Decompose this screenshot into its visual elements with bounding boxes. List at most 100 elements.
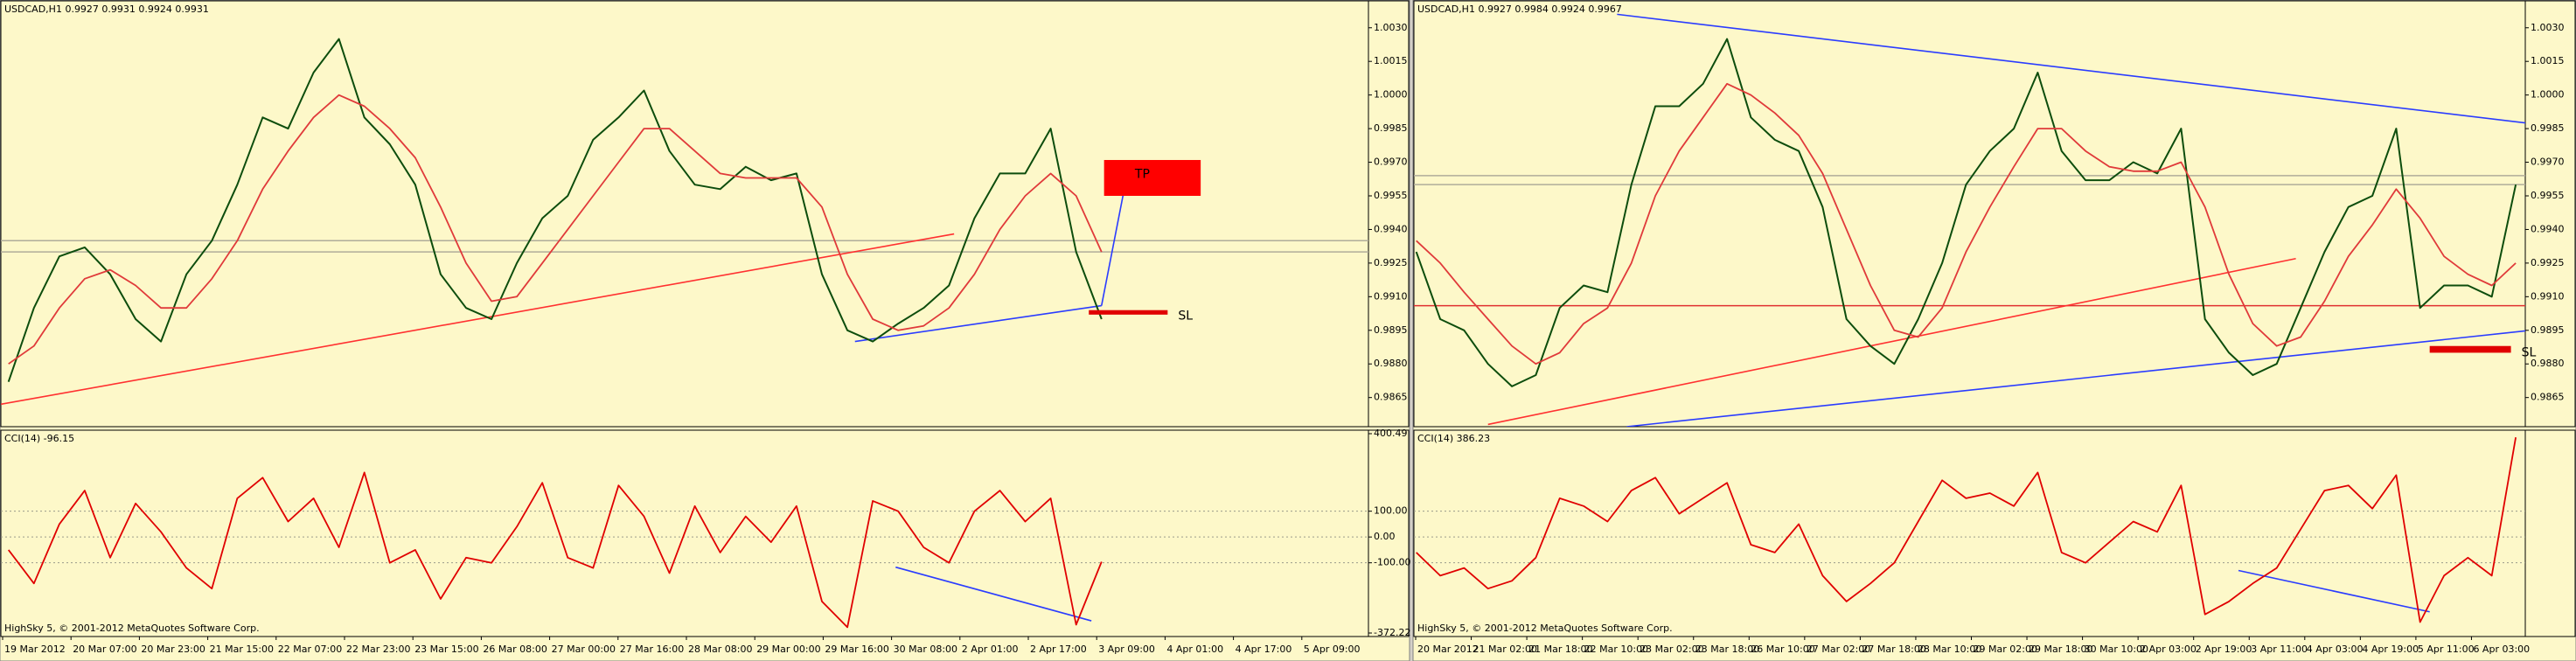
y-tick-label: 0.9880 <box>2531 358 2565 369</box>
y-tick-label: 0.9895 <box>2531 324 2565 336</box>
time-label: 2 Apr 01:00 <box>962 644 1019 655</box>
trend-line <box>1626 330 2525 427</box>
series-line <box>1415 38 2517 387</box>
y-tick-label: 0.9955 <box>2531 190 2565 201</box>
y-tick-label: 1.0015 <box>1374 55 1408 66</box>
y-tick-label: 0.9925 <box>2531 257 2565 268</box>
time-label: 22 Mar 07:00 <box>278 644 342 655</box>
time-label: 23 Mar 15:00 <box>414 644 478 655</box>
time-label: 4 Apr 03:00 <box>2307 644 2364 655</box>
time-label: 20 Mar 07:00 <box>73 644 136 655</box>
y-tick-label: 100.00 <box>1374 505 1408 517</box>
time-label: 5 Apr 09:00 <box>1304 644 1361 655</box>
trend-line <box>1 233 955 406</box>
time-label: 2 Apr 19:00 <box>2196 644 2252 655</box>
footer: HighSky 5, © 2001-2012 MetaQuotes Softwa… <box>4 623 260 634</box>
time-label: 30 Mar 10:00 <box>2085 644 2148 655</box>
y-tick-label: 0.9985 <box>1374 122 1408 134</box>
time-label: 27 Mar 00:00 <box>552 644 616 655</box>
trend-line <box>854 304 1102 343</box>
time-label: 29 Mar 02:00 <box>1974 644 2037 655</box>
time-label: 2 Apr 03:00 <box>2140 644 2197 655</box>
y-tick-label: 0.9955 <box>1374 190 1408 201</box>
y-tick-label: 1.0000 <box>2531 89 2565 101</box>
time-label: 21 Mar 15:00 <box>210 644 274 655</box>
zone-rect <box>1104 159 1201 196</box>
zone-label: TP <box>1134 167 1150 181</box>
series-line <box>8 94 1103 365</box>
time-label: 26 Mar 08:00 <box>483 644 547 655</box>
y-tick-label: 0.9910 <box>1374 290 1408 302</box>
time-label: 4 Apr 19:00 <box>2362 644 2419 655</box>
time-label: 20 Mar 2012 <box>1417 644 1479 655</box>
time-label: 22 Mar 23:00 <box>346 644 410 655</box>
y-tick-label: 1.0030 <box>2531 22 2565 33</box>
y-tick-label: 0.9985 <box>2531 122 2565 134</box>
zone-rect <box>2429 345 2511 353</box>
time-label: 30 Mar 08:00 <box>894 644 957 655</box>
right-window <box>1412 0 2576 661</box>
plot-area <box>1414 13 2525 427</box>
time-label: 2 Apr 17:00 <box>1030 644 1087 655</box>
plot-area <box>1 38 1368 406</box>
time-label: 27 Mar 18:00 <box>1862 644 1925 655</box>
time-label: 3 Apr 09:00 <box>1098 644 1155 655</box>
time-label: 29 Mar 18:00 <box>2029 644 2092 655</box>
y-tick-label: 0.9880 <box>1374 358 1408 369</box>
zone-label: SL <box>1178 309 1193 323</box>
time-label: 4 Apr 01:00 <box>1166 644 1223 655</box>
series-line <box>7 38 1103 383</box>
plot-area <box>1 471 1368 629</box>
time-label: 5 Apr 11:00 <box>2418 644 2475 655</box>
trend-line <box>2238 569 2430 613</box>
time-label: 4 Apr 17:00 <box>1236 644 1292 655</box>
time-label: 29 Mar 16:00 <box>825 644 888 655</box>
time-label: 27 Mar 16:00 <box>620 644 684 655</box>
y-tick-label: 0.9970 <box>2531 157 2565 168</box>
footer: HighSky 5, © 2001-2012 MetaQuotes Softwa… <box>1417 623 1673 634</box>
time-label: 19 Mar 2012 <box>4 644 66 655</box>
y-tick-label: 0.9940 <box>2531 223 2565 234</box>
left-window <box>0 0 1410 661</box>
pane-title: CCI(14) -96.15 <box>4 433 74 444</box>
zone-rect <box>1089 310 1168 315</box>
y-tick-label: -372.22 <box>1374 627 1410 638</box>
time-label: 27 Mar 02:00 <box>1807 644 1870 655</box>
pane-title: CCI(14) 386.23 <box>1417 433 1490 444</box>
time-label: 23 Mar 18:00 <box>1695 644 1759 655</box>
pane-frame <box>0 0 1410 428</box>
pane-frame <box>1413 0 2576 428</box>
y-tick-label: -100.00 <box>1374 557 1410 568</box>
trend-line <box>1487 257 2296 426</box>
plot-area <box>1414 437 2525 623</box>
y-tick-label: 0.9910 <box>2531 290 2565 302</box>
time-label: 21 Mar 02:00 <box>1473 644 1537 655</box>
time-label: 20 Mar 23:00 <box>141 644 205 655</box>
y-tick-label: 400.49 <box>1374 428 1408 439</box>
time-label: 29 Mar 00:00 <box>756 644 820 655</box>
time-label: 26 Mar 10:00 <box>1751 644 1814 655</box>
time-label: 3 Apr 11:00 <box>2251 644 2308 655</box>
y-tick-label: 1.0000 <box>1374 89 1408 101</box>
time-label: 23 Mar 02:00 <box>1640 644 1703 655</box>
y-tick-label: 1.0030 <box>1374 22 1408 33</box>
zone-label: SL <box>2522 346 2537 360</box>
trend-line <box>1617 13 2525 124</box>
y-tick-label: 0.00 <box>1374 531 1396 542</box>
y-tick-label: 0.9925 <box>1374 257 1408 268</box>
series-line <box>1416 437 2517 623</box>
pane-title: USDCAD,H1 0.9927 0.9984 0.9924 0.9967 <box>1417 3 1622 15</box>
series-line <box>1416 82 2517 365</box>
y-tick-label: 0.9895 <box>1374 324 1408 336</box>
y-tick-label: 0.9970 <box>1374 157 1408 168</box>
y-tick-label: 1.0015 <box>2531 55 2565 66</box>
pane-title: USDCAD,H1 0.9927 0.9931 0.9924 0.9931 <box>4 3 209 15</box>
time-label: 22 Mar 10:00 <box>1584 644 1648 655</box>
y-tick-label: 0.9865 <box>1374 392 1408 403</box>
series-line <box>7 471 1103 629</box>
time-label: 6 Apr 03:00 <box>2473 644 2530 655</box>
y-tick-label: 0.9940 <box>1374 223 1408 234</box>
time-label: 28 Mar 10:00 <box>1918 644 1981 655</box>
